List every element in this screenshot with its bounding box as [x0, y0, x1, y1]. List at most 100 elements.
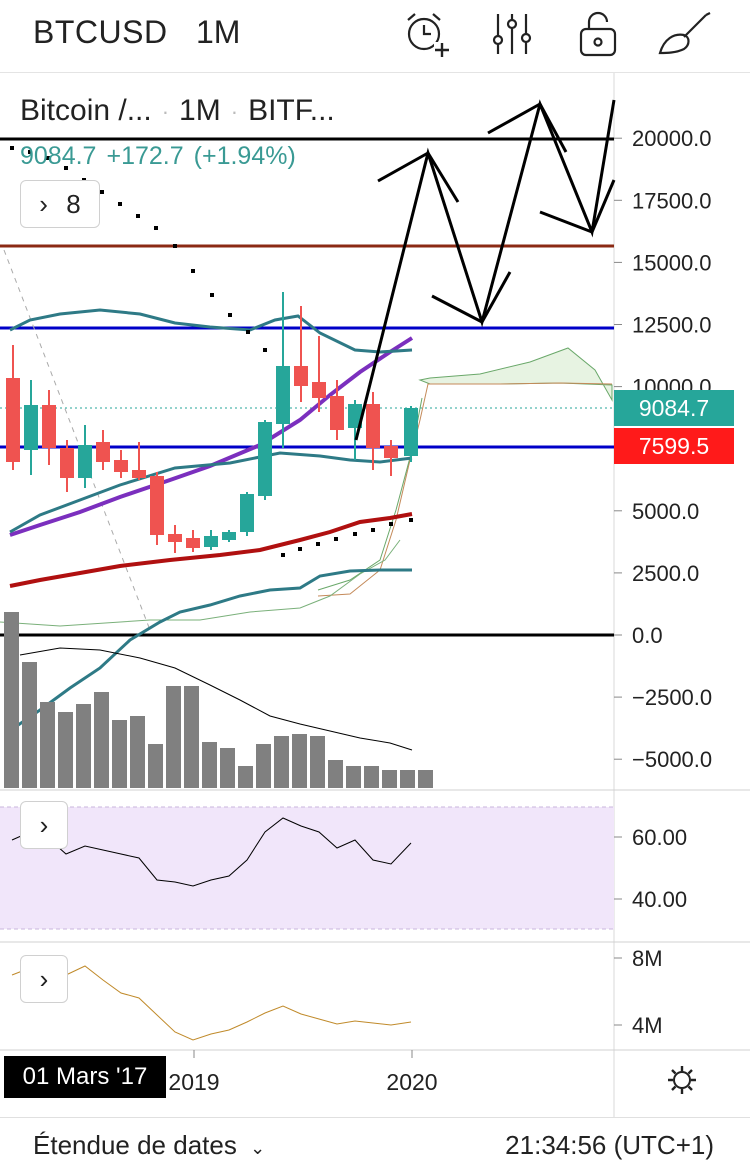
top-toolbar: BTCUSD 1M [0, 0, 750, 73]
volume-bar [382, 770, 397, 788]
sar-dot [281, 553, 285, 557]
projection-arrow-head [377, 151, 429, 183]
drawing-tools-icon[interactable] [656, 6, 712, 62]
rsi-tick-label: 40.00 [632, 887, 687, 912]
separator-dot: · [161, 99, 170, 125]
indicators-expander-button[interactable]: › 8 [20, 180, 100, 228]
price-tick-label: 0.0 [632, 623, 663, 648]
volume-bar [310, 736, 325, 788]
candle-down [168, 534, 182, 542]
price-tick-label: 12500.0 [632, 313, 712, 338]
sar-dot [371, 528, 375, 532]
projection-arrow-head [431, 294, 483, 324]
sar-dot [191, 269, 195, 273]
sar-dot [118, 202, 122, 206]
sar-dot [334, 537, 338, 541]
candle-down [186, 538, 200, 548]
volume-oscillator-line [11, 965, 412, 1041]
chevron-right-icon: › [39, 188, 48, 219]
time-tick-label: 2020 [386, 1069, 437, 1095]
volume-bar [148, 744, 163, 788]
volume-bar [274, 736, 289, 788]
price-change-percent: (+1.94%) [193, 142, 296, 170]
rsi-expander-button[interactable]: › [20, 801, 68, 849]
chart-settings-button[interactable] [660, 1058, 704, 1102]
sar-dot [228, 313, 232, 317]
candle-down [312, 382, 326, 398]
volume-bar [364, 766, 379, 788]
projection-zigzag [354, 99, 616, 441]
chart-canvas[interactable]: 20000.017500.015000.012500.010000.05000.… [0, 73, 750, 1117]
gear-icon [668, 1066, 696, 1094]
trend-dashed-line [3, 249, 151, 631]
chevron-right-icon: › [39, 809, 49, 840]
sar-dot [246, 330, 250, 334]
projection-arrow-head [426, 152, 460, 203]
time-tick-label: 2019 [168, 1069, 219, 1095]
candle-up [222, 532, 236, 540]
last-price: 9084.7 [20, 142, 97, 170]
series-exchange: BITF... [248, 94, 335, 127]
price-tick-label: −5000.0 [632, 747, 712, 772]
indicators-icon[interactable] [484, 6, 540, 62]
volume-bar [220, 748, 235, 788]
candle-up [348, 404, 362, 428]
chevron-down-icon: ⌄ [250, 1138, 266, 1158]
lagging-span [0, 539, 401, 627]
projection-arrow-head [480, 271, 512, 323]
price-tick-label: 5000.0 [632, 499, 699, 524]
volume-expander-button[interactable]: › [20, 955, 68, 1003]
price-tick-label: 15000.0 [632, 250, 712, 275]
timeframe-selector[interactable]: 1M [196, 14, 241, 50]
candle-up [24, 405, 38, 450]
lock-icon[interactable] [570, 6, 626, 62]
level-price-tag: 7599.5 [614, 428, 734, 464]
projection-arrow-head [539, 210, 593, 234]
sar-dot [263, 348, 267, 352]
rsi-band [0, 807, 614, 929]
sar-dot [409, 518, 413, 522]
volume-bar [346, 766, 361, 788]
volume-bar [328, 760, 343, 788]
candle-down [60, 448, 74, 478]
candle-up [404, 408, 418, 456]
clock: 21:34:56 (UTC+1) [505, 1130, 714, 1160]
sar-dot [28, 150, 32, 154]
rsi-line [11, 817, 412, 887]
volume-bar [94, 692, 109, 788]
teal-long-average [7, 568, 412, 734]
projection-arrow-head [538, 103, 568, 153]
date-range-label: Étendue de dates [33, 1130, 237, 1160]
candle-down [96, 442, 110, 462]
volume-tick-label: 4M [632, 1013, 663, 1038]
purple-moving-average [9, 336, 414, 537]
sar-dot [389, 522, 393, 526]
volume-bar [40, 702, 55, 788]
candle-up [276, 366, 290, 424]
indicators-count: 8 [66, 188, 81, 219]
sar-dot [353, 532, 357, 536]
teal-lower-band [9, 451, 413, 534]
price-tick-label: −2500.0 [632, 685, 712, 710]
teal-upper-band [9, 308, 413, 354]
rsi-tick-label: 60.00 [632, 825, 687, 850]
crosshair-date-label: 01 Mars '17 [4, 1056, 166, 1098]
cloud-area [418, 347, 613, 402]
alarm-add-icon[interactable] [398, 6, 454, 62]
candle-down [366, 404, 380, 448]
sar-dot [46, 156, 50, 160]
volume-bar [418, 770, 433, 788]
candle-down [6, 378, 20, 462]
candle-down [330, 396, 344, 430]
series-legend-title[interactable]: Bitcoin /... · 1M · BITF... [20, 94, 335, 128]
candle-up [240, 494, 254, 532]
chevron-right-icon: › [39, 963, 49, 994]
sar-dot [298, 547, 302, 551]
candle-down [114, 460, 128, 472]
volume-bar [292, 734, 307, 788]
series-timeframe: 1M [179, 94, 221, 127]
date-range-button[interactable]: Étendue de dates ⌄ [33, 1130, 265, 1161]
candle-up [258, 422, 272, 496]
symbol-selector[interactable]: BTCUSD [33, 14, 168, 50]
sar-dot [154, 226, 158, 230]
